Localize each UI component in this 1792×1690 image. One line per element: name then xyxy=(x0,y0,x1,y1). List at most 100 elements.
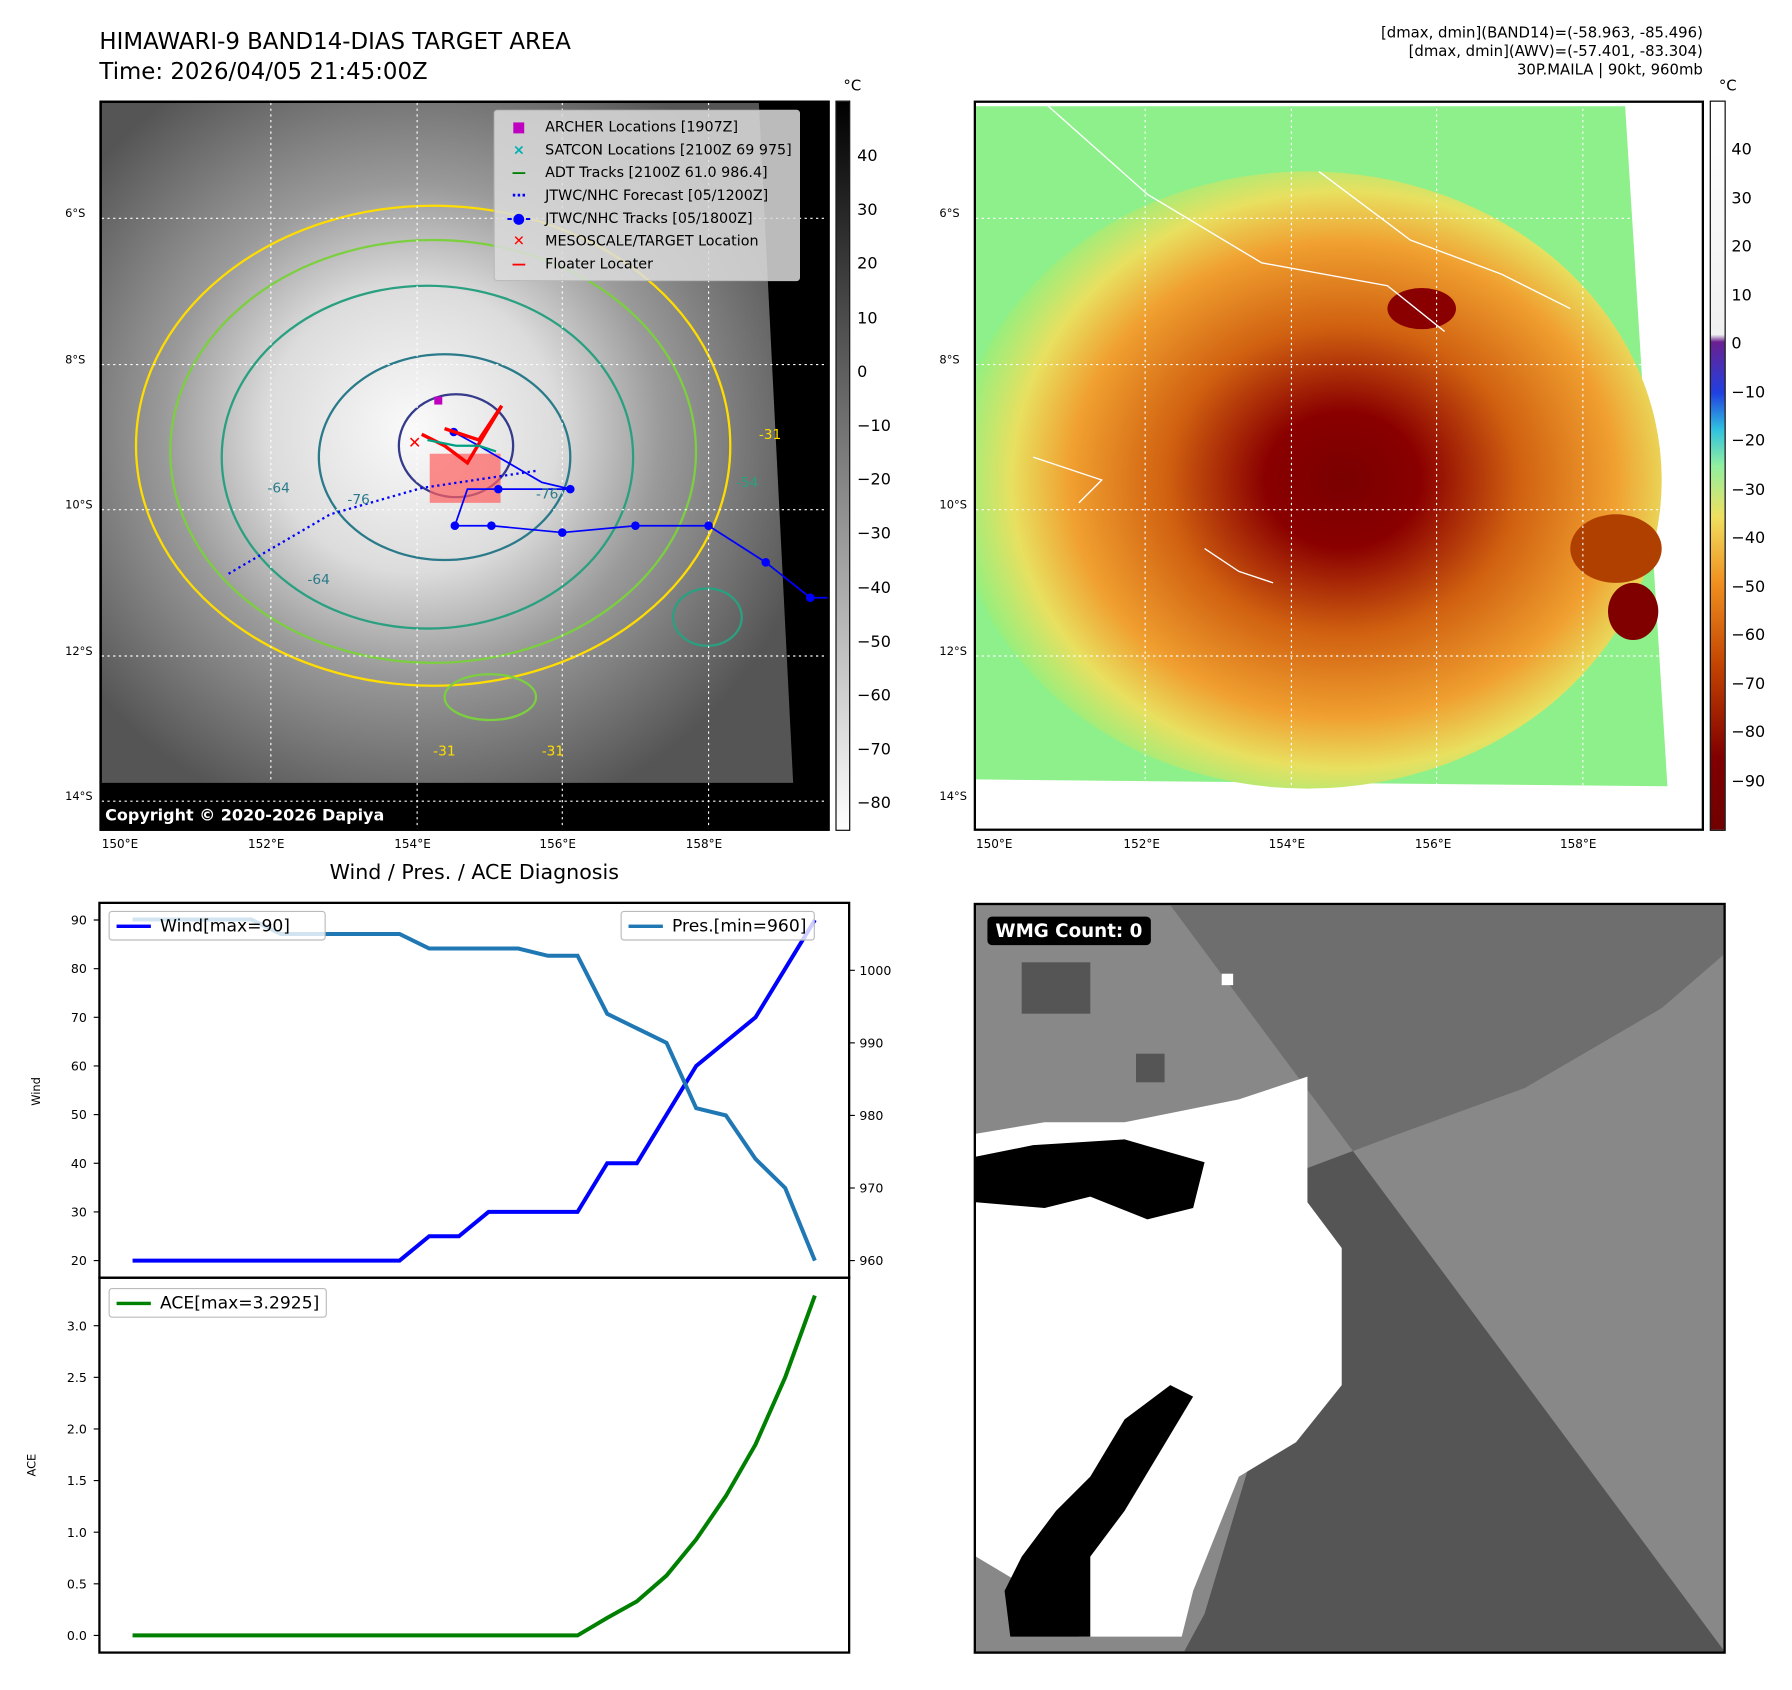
contour-label: -76 xyxy=(347,491,370,508)
ace-line xyxy=(132,1294,817,1638)
ace-line-icon xyxy=(116,1301,151,1305)
wind-line xyxy=(132,918,817,1263)
lon-tick-label: 150°E xyxy=(976,837,1013,852)
right-cbar-unit: °C xyxy=(1718,77,1737,95)
wind-axis-label: Wind xyxy=(29,1077,43,1106)
colorbar-tick-label: −80 xyxy=(857,794,891,814)
legend-label: ADT Tracks [2100Z 61.0 986.4] xyxy=(545,163,768,181)
colorbar-tick-label: −20 xyxy=(857,471,891,490)
contour-label: -31 xyxy=(541,742,565,759)
lat-tick-label: 10°S xyxy=(65,499,93,513)
lat-tick-label: 10°S xyxy=(939,499,967,513)
colorbar-tick-label: −10 xyxy=(1731,383,1766,402)
wind-legend: Wind[max=90] xyxy=(108,910,326,941)
diagnosis-chart: 20 30 40 50 60 70 80 90 960 970 980 990 1000 0.0 0.5 1.… xyxy=(24,901,891,1654)
colorbar-tick-label: −60 xyxy=(1731,626,1766,645)
lon-tick-label: 156°E xyxy=(539,837,576,852)
ace-tick-label: 2.0 xyxy=(67,1422,87,1437)
left-cbar-unit: °C xyxy=(843,77,862,95)
legend-label: MESOSCALE/TARGET Location xyxy=(545,232,759,250)
colorbar-tick-label: −20 xyxy=(1731,432,1766,451)
legend-tracks: -●- JTWC/NHC Tracks [05/1800Z] xyxy=(502,207,792,230)
legend-label: JTWC/NHC Forecast [05/1200Z] xyxy=(545,186,769,204)
lat-tick-label: 14°S xyxy=(65,790,93,804)
lat-tick-label: 12°S xyxy=(939,645,967,659)
jtwc-forecast-track xyxy=(227,469,537,575)
contour-label: -31 xyxy=(758,426,782,443)
map-legend: ■ ARCHER Locations [1907Z] × SATCON Locati… xyxy=(493,109,800,282)
pres-legend: Pres.[min=960] xyxy=(620,910,815,941)
legend-label: ARCHER Locations [1907Z] xyxy=(545,117,739,135)
ace-tick-label: 0.5 xyxy=(67,1576,87,1591)
adt-track xyxy=(427,438,497,453)
pressure-tick-label: 960 xyxy=(859,1253,883,1268)
wmg-count-badge: WMG Count: 0 xyxy=(987,916,1151,946)
lon-tick-label: 156°E xyxy=(1414,837,1452,852)
legend-satcon: × SATCON Locations [2100Z 69 975] xyxy=(502,138,792,161)
lon-tick-label: 152°E xyxy=(1123,837,1160,852)
legend-label: Floater Locater xyxy=(545,254,653,273)
ace-tick-label: 0.0 xyxy=(67,1628,87,1643)
copyright: Copyright © 2020-2026 Dapiya xyxy=(105,806,385,826)
pressure-tick-label: 980 xyxy=(859,1108,883,1123)
wind-legend-label: Wind[max=90] xyxy=(160,915,291,937)
colorbar-tick-label: 40 xyxy=(857,147,878,166)
ace-axes-frame xyxy=(98,1276,851,1654)
wind-tick-label: 20 xyxy=(71,1253,87,1268)
legend-adt: — ADT Tracks [2100Z 61.0 986.4] xyxy=(502,161,792,184)
legend-floater: — Floater Locater xyxy=(502,253,792,276)
pres-line-icon xyxy=(628,924,663,928)
contour-label: -64 xyxy=(307,571,330,588)
satcon-icon: × xyxy=(512,140,525,158)
colorbar-tick-label: −60 xyxy=(857,686,891,706)
colorbar-tick-label: −30 xyxy=(1731,480,1766,499)
colorbar-tick-label: −80 xyxy=(1731,723,1766,742)
adt-icon: — xyxy=(511,163,527,181)
lat-tick-label: 6°S xyxy=(65,208,86,221)
awv-colorbar xyxy=(1709,100,1726,831)
contour-label: -64 xyxy=(267,480,290,497)
colorbar-tick-label: 10 xyxy=(857,309,878,328)
pres-legend-label: Pres.[min=960] xyxy=(672,915,807,937)
floater-icon: — xyxy=(511,254,527,273)
legend-archer: ■ ARCHER Locations [1907Z] xyxy=(502,115,792,138)
ace-tick-label: 1.5 xyxy=(67,1473,87,1488)
info-storm: 30P.MAILA | 90kt, 960mb xyxy=(1516,61,1703,79)
ace-tick-label: 1.0 xyxy=(67,1525,87,1540)
info-band14: [dmax, dmin](BAND14)=(-58.963, -85.496) xyxy=(1380,25,1703,43)
pressure-tick-label: 970 xyxy=(859,1181,883,1196)
contour-label: -31 xyxy=(433,742,456,759)
lon-tick-label: 158°E xyxy=(685,837,723,852)
wmg-panel: WMG Count: 0 xyxy=(973,902,1726,1654)
lat-tick-label: 8°S xyxy=(65,354,86,367)
lon-tick-label: 152°E xyxy=(248,837,285,852)
lon-tick-label: 154°E xyxy=(1268,837,1306,852)
colorbar-tick-label: −30 xyxy=(857,525,891,544)
figure-title: HIMAWARI-9 BAND14-DIAS TARGET AREA xyxy=(99,27,571,55)
wind-tick-label: 70 xyxy=(71,1010,87,1025)
lat-tick-label: 12°S xyxy=(65,645,93,659)
colorbar-tick-label: 20 xyxy=(1731,237,1752,257)
contour-label: -54 xyxy=(736,474,759,491)
colorbar-tick-label: 40 xyxy=(1731,140,1752,159)
awv-imagery xyxy=(976,102,1668,789)
forecast-icon: ⋯ xyxy=(511,186,527,204)
floater-track xyxy=(420,404,504,466)
legend-target: ✕ MESOSCALE/TARGET Location xyxy=(502,230,792,253)
colorbar-tick-label: −40 xyxy=(857,578,891,598)
wind-tick-label: 90 xyxy=(71,913,87,928)
wind-line-icon xyxy=(116,924,151,928)
colorbar-tick-label: −70 xyxy=(1731,674,1766,694)
colorbar-tick-label: 20 xyxy=(857,255,878,274)
ace-legend-label: ACE[max=3.2925] xyxy=(160,1292,320,1314)
legend-label: SATCON Locations [2100Z 69 975] xyxy=(545,140,792,158)
target-marker: ✕ xyxy=(408,433,421,452)
pressure-tick-label: 1000 xyxy=(859,963,891,978)
pressure-line xyxy=(132,917,817,1262)
colorbar-tick-label: 30 xyxy=(857,201,878,220)
colorbar-tick-label: −40 xyxy=(1731,529,1766,548)
info-block: [dmax, dmin](BAND14)=(-58.963, -85.496) … xyxy=(1381,25,1703,80)
wmg-imagery xyxy=(976,905,1724,1652)
band14-colorbar xyxy=(835,100,851,831)
colorbar-tick-label: −90 xyxy=(1731,772,1766,791)
